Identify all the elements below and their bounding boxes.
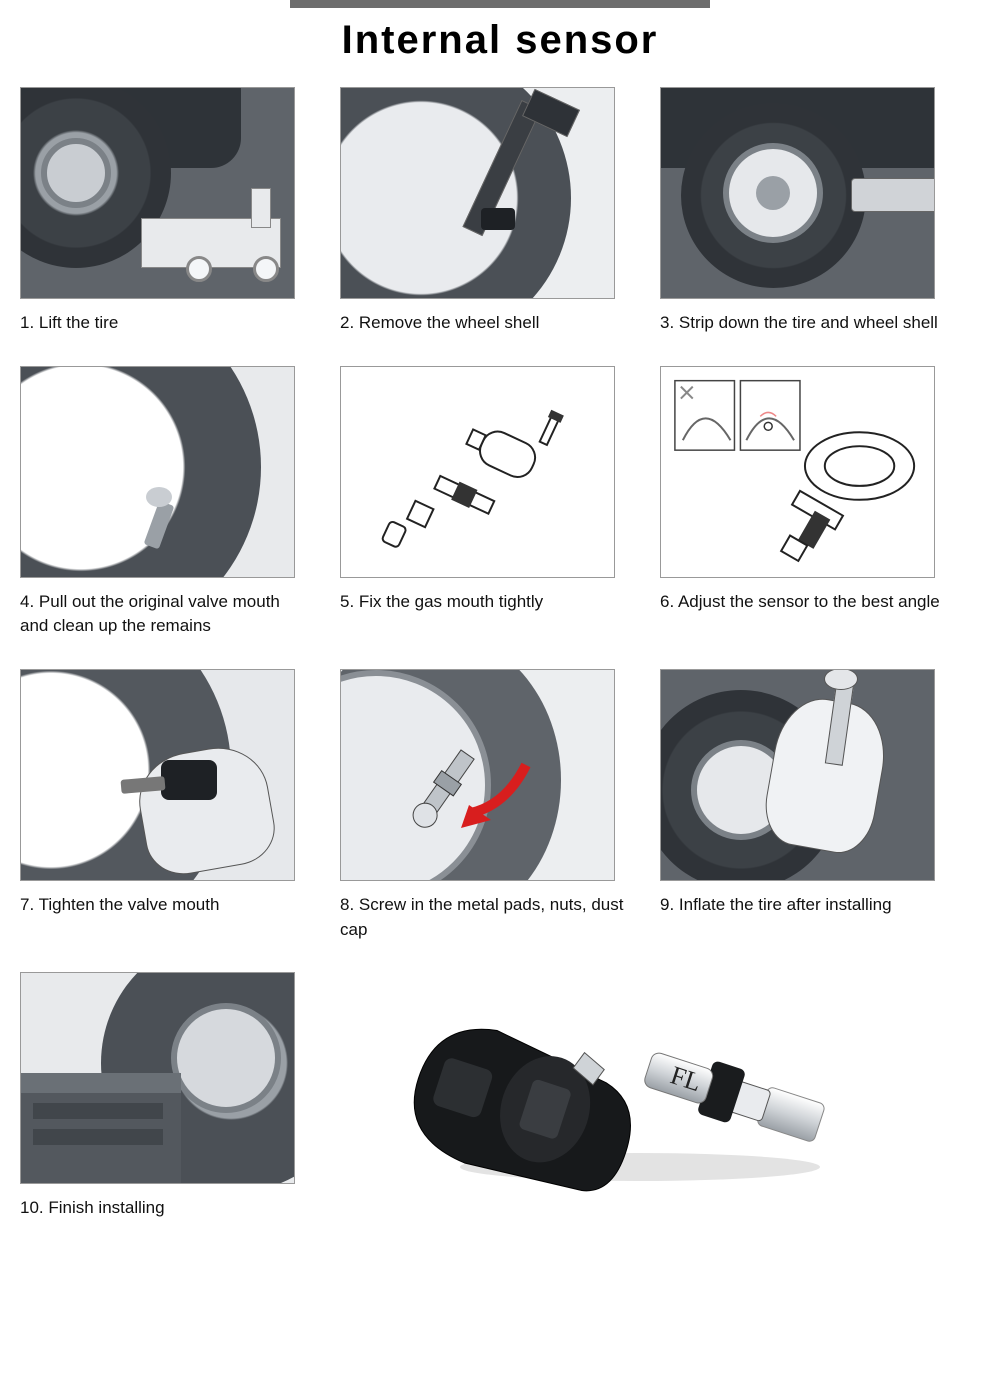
header-divider [290,0,710,8]
step-2: 2. Remove the wheel shell [340,87,660,336]
step-8-image [340,669,615,881]
product-image-cell: FL [340,972,980,1221]
step-1-image [20,87,295,299]
step-7: 7. Tighten the valve mouth [20,669,340,942]
step-10-caption: 10. Finish installing [20,1196,310,1221]
step-3: 3. Strip down the tire and wheel shell [660,87,980,336]
step-6-image [660,366,935,578]
step-7-caption: 7. Tighten the valve mouth [20,893,310,918]
step-5: 5. Fix the gas mouth tightly [340,366,660,639]
step-4-caption: 4. Pull out the original valve mouth and… [20,590,310,639]
step-2-caption: 2. Remove the wheel shell [340,311,630,336]
step-9: 9. Inflate the tire after installing [660,669,980,942]
step-7-image [20,669,295,881]
step-3-caption: 3. Strip down the tire and wheel shell [660,311,950,336]
step-6: 6. Adjust the sensor to the best angle [660,366,980,639]
page: Internal sensor 1. Lift the tire [0,0,1000,1291]
step-10-image [20,972,295,1184]
step-8-caption: 8. Screw in the metal pads, nuts, dust c… [340,893,630,942]
steps-grid: 1. Lift the tire 2. Remove the wheel she… [0,87,1000,1291]
step-1: 1. Lift the tire [20,87,340,336]
step-5-image [340,366,615,578]
step-5-caption: 5. Fix the gas mouth tightly [340,590,630,615]
step-4-image [20,366,295,578]
product-image: FL [340,972,940,1192]
step-3-image [660,87,935,299]
step-9-image [660,669,935,881]
step-8: 8. Screw in the metal pads, nuts, dust c… [340,669,660,942]
step-1-caption: 1. Lift the tire [20,311,310,336]
step-9-caption: 9. Inflate the tire after installing [660,893,950,918]
page-title: Internal sensor [0,18,1000,63]
step-2-image [340,87,615,299]
step-10: 10. Finish installing [20,972,340,1221]
step-6-caption: 6. Adjust the sensor to the best angle [660,590,950,615]
step-4: 4. Pull out the original valve mouth and… [20,366,340,639]
